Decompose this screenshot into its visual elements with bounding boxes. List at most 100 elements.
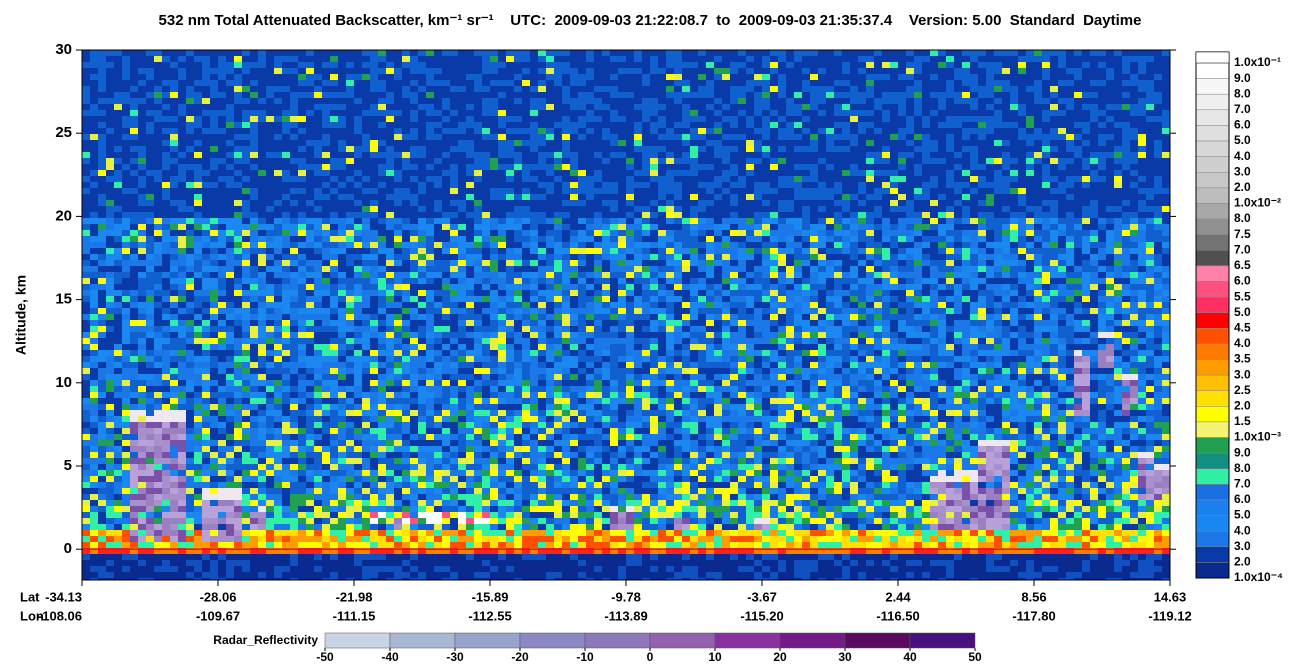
backscatter-cell (562, 116, 570, 122)
backscatter-cell (218, 140, 226, 146)
backscatter-cell (354, 134, 362, 140)
backscatter-cell (410, 218, 418, 224)
backscatter-cell (1066, 164, 1074, 170)
backscatter-cell (554, 74, 562, 80)
backscatter-cell (1082, 194, 1090, 200)
backscatter-cell (962, 80, 970, 86)
backscatter-cell (826, 266, 834, 272)
backscatter-cell (1010, 146, 1018, 152)
backscatter-cell (906, 230, 914, 236)
backscatter-cell (786, 122, 794, 128)
backscatter-cell (154, 80, 162, 86)
backscatter-cell (378, 98, 386, 104)
backscatter-cell (866, 152, 874, 158)
backscatter-cell (450, 170, 458, 176)
backscatter-cell (146, 194, 154, 200)
backscatter-cell (474, 110, 482, 116)
backscatter-cell (1034, 218, 1042, 224)
backscatter-cell (1018, 128, 1026, 134)
backscatter-cell (1050, 86, 1058, 92)
backscatter-cell (930, 152, 938, 158)
backscatter-cell (914, 68, 922, 74)
backscatter-cell (642, 266, 650, 272)
backscatter-cell (954, 80, 962, 86)
backscatter-cell (274, 116, 282, 122)
backscatter-cell (802, 140, 810, 146)
backscatter-cell (242, 176, 250, 182)
backscatter-cell (914, 110, 922, 116)
backscatter-cell (738, 110, 746, 116)
backscatter-cell (698, 56, 706, 62)
backscatter-cell (522, 218, 530, 224)
backscatter-cell (978, 248, 986, 254)
backscatter-cell (1026, 212, 1034, 218)
backscatter-cell (1082, 260, 1090, 266)
backscatter-cell (610, 182, 618, 188)
backscatter-cell (194, 194, 202, 200)
backscatter-cell (802, 230, 810, 236)
backscatter-cell (1042, 164, 1050, 170)
backscatter-cell (330, 152, 338, 158)
backscatter-cell (1034, 260, 1042, 266)
backscatter-cell (954, 194, 962, 200)
backscatter-cell (1138, 230, 1146, 236)
backscatter-cell (578, 218, 586, 224)
backscatter-cell (674, 152, 682, 158)
backscatter-cell (1114, 218, 1122, 224)
backscatter-cell (826, 170, 834, 176)
backscatter-cell (858, 128, 866, 134)
backscatter-cell (706, 266, 714, 272)
backscatter-cell (1130, 212, 1138, 218)
backscatter-cell (962, 194, 970, 200)
backscatter-cell (674, 56, 682, 62)
backscatter-cell (394, 164, 402, 170)
backscatter-cell (146, 122, 154, 128)
backscatter-cell (538, 200, 546, 206)
backscatter-cell (258, 170, 266, 176)
backscatter-cell (258, 200, 266, 206)
backscatter-cell (234, 230, 242, 236)
backscatter-cell (418, 110, 426, 116)
backscatter-cell (162, 206, 170, 212)
backscatter-cell (226, 86, 234, 92)
backscatter-cell (506, 176, 514, 182)
backscatter-cell (90, 140, 98, 146)
backscatter-cell (250, 170, 258, 176)
backscatter-cell (130, 206, 138, 212)
backscatter-cell (970, 50, 978, 56)
backscatter-cell (498, 224, 506, 230)
backscatter-cell (650, 164, 658, 170)
backscatter-cell (666, 230, 674, 236)
backscatter-cell (1074, 92, 1082, 98)
backscatter-cell (666, 260, 674, 266)
backscatter-cell (322, 230, 330, 236)
backscatter-cell (842, 86, 850, 92)
backscatter-cell (650, 230, 658, 236)
backscatter-cell (1138, 236, 1146, 242)
backscatter-cell (874, 134, 882, 140)
backscatter-cell (562, 74, 570, 80)
backscatter-cell (506, 110, 514, 116)
backscatter-cell (546, 242, 554, 248)
backscatter-cell (306, 56, 314, 62)
backscatter-cell (1034, 206, 1042, 212)
backscatter-cell (746, 146, 754, 152)
backscatter-cell (762, 194, 770, 200)
backscatter-cell (754, 176, 762, 182)
backscatter-cell (802, 86, 810, 92)
backscatter-cell (770, 68, 778, 74)
backscatter-cell (570, 104, 578, 110)
backscatter-cell (1074, 56, 1082, 62)
backscatter-cell (946, 206, 954, 212)
backscatter-cell (298, 194, 306, 200)
backscatter-cell (858, 104, 866, 110)
backscatter-cell (650, 182, 658, 188)
backscatter-cell (962, 206, 970, 212)
backscatter-cell (802, 80, 810, 86)
backscatter-cell (778, 260, 786, 266)
backscatter-cell (282, 164, 290, 170)
backscatter-cell (970, 68, 978, 74)
backscatter-cell (722, 86, 730, 92)
backscatter-cell (794, 152, 802, 158)
backscatter-cell (1066, 140, 1074, 146)
